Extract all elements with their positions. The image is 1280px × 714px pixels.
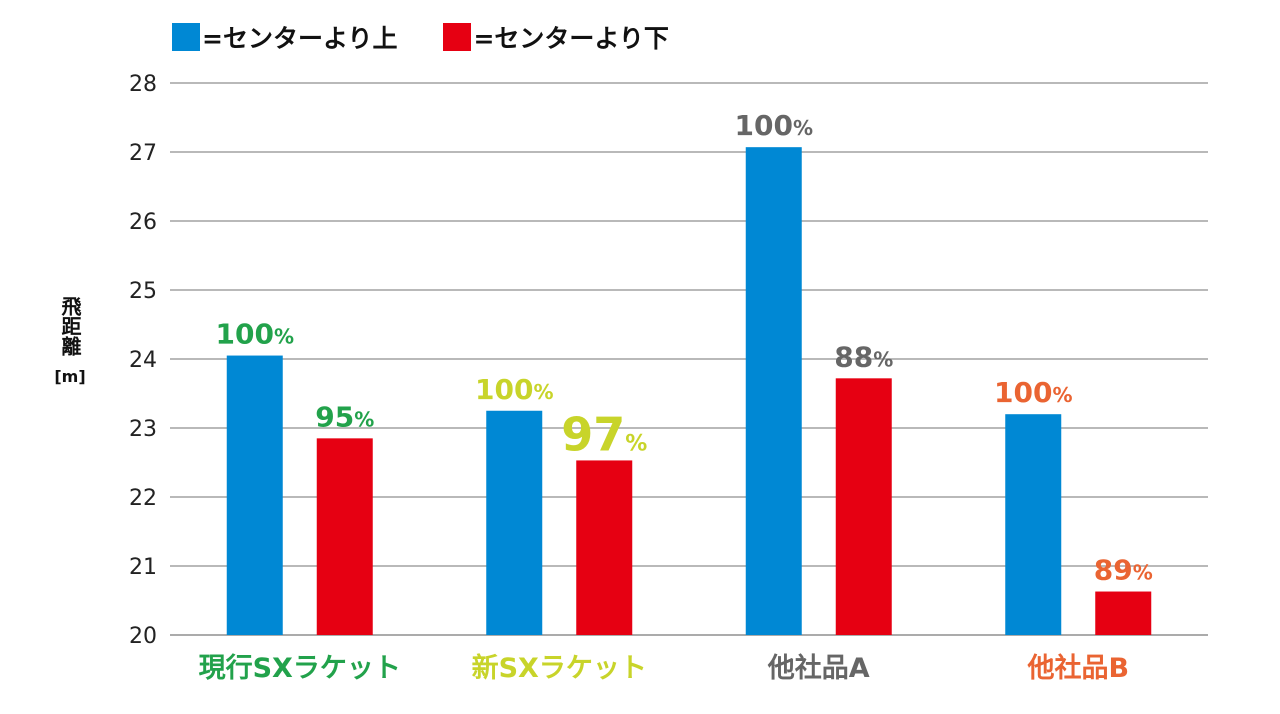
bar-lower [1095,591,1152,635]
bar-lower [576,460,633,635]
legend-label-lower: =センターより下 [473,24,669,53]
y-axis-unit: [m] [54,367,86,386]
data-label-lower: 89% [1094,554,1153,587]
bar-upper [745,147,802,636]
y-tick-label: 27 [129,141,157,166]
data-label-upper: 100% [994,376,1073,409]
bar-upper [486,410,543,635]
data-label-upper: 100% [735,109,814,142]
legend-swatch-upper [172,23,200,51]
y-axis-title: 飛距離 [58,296,82,356]
y-tick-label: 28 [129,72,157,97]
y-tick-label: 23 [129,417,157,442]
y-tick-label: 20 [129,624,157,649]
y-axis-label: 飛距離 [m] [50,296,90,390]
bar-upper [1005,414,1062,635]
bar-lower [316,438,373,635]
category-label: 現行SXラケット [199,652,401,684]
y-tick-label: 25 [129,279,157,304]
y-tick-label: 21 [129,555,157,580]
category-label: 他社品A [767,652,870,684]
legend: =センターより上 =センターより下 [172,19,715,55]
y-tick-label: 22 [129,486,157,511]
data-label-lower: 95% [315,400,374,433]
legend-label-upper: =センターより上 [202,24,398,53]
bar-upper [226,355,283,635]
y-tick-label: 26 [129,210,157,235]
data-label-lower: 97% [561,407,647,461]
legend-item-lower: =センターより下 [443,19,669,55]
data-label-upper: 100% [216,318,295,351]
data-label-upper: 100% [475,373,554,406]
legend-swatch-lower [443,23,472,51]
category-label: 新SXラケット [472,652,647,684]
data-label-lower: 88% [834,340,893,373]
legend-item-upper: =センターより上 [172,19,397,55]
y-tick-label: 24 [129,348,157,373]
bar-lower [835,378,892,635]
category-label: 他社品B [1026,652,1129,684]
